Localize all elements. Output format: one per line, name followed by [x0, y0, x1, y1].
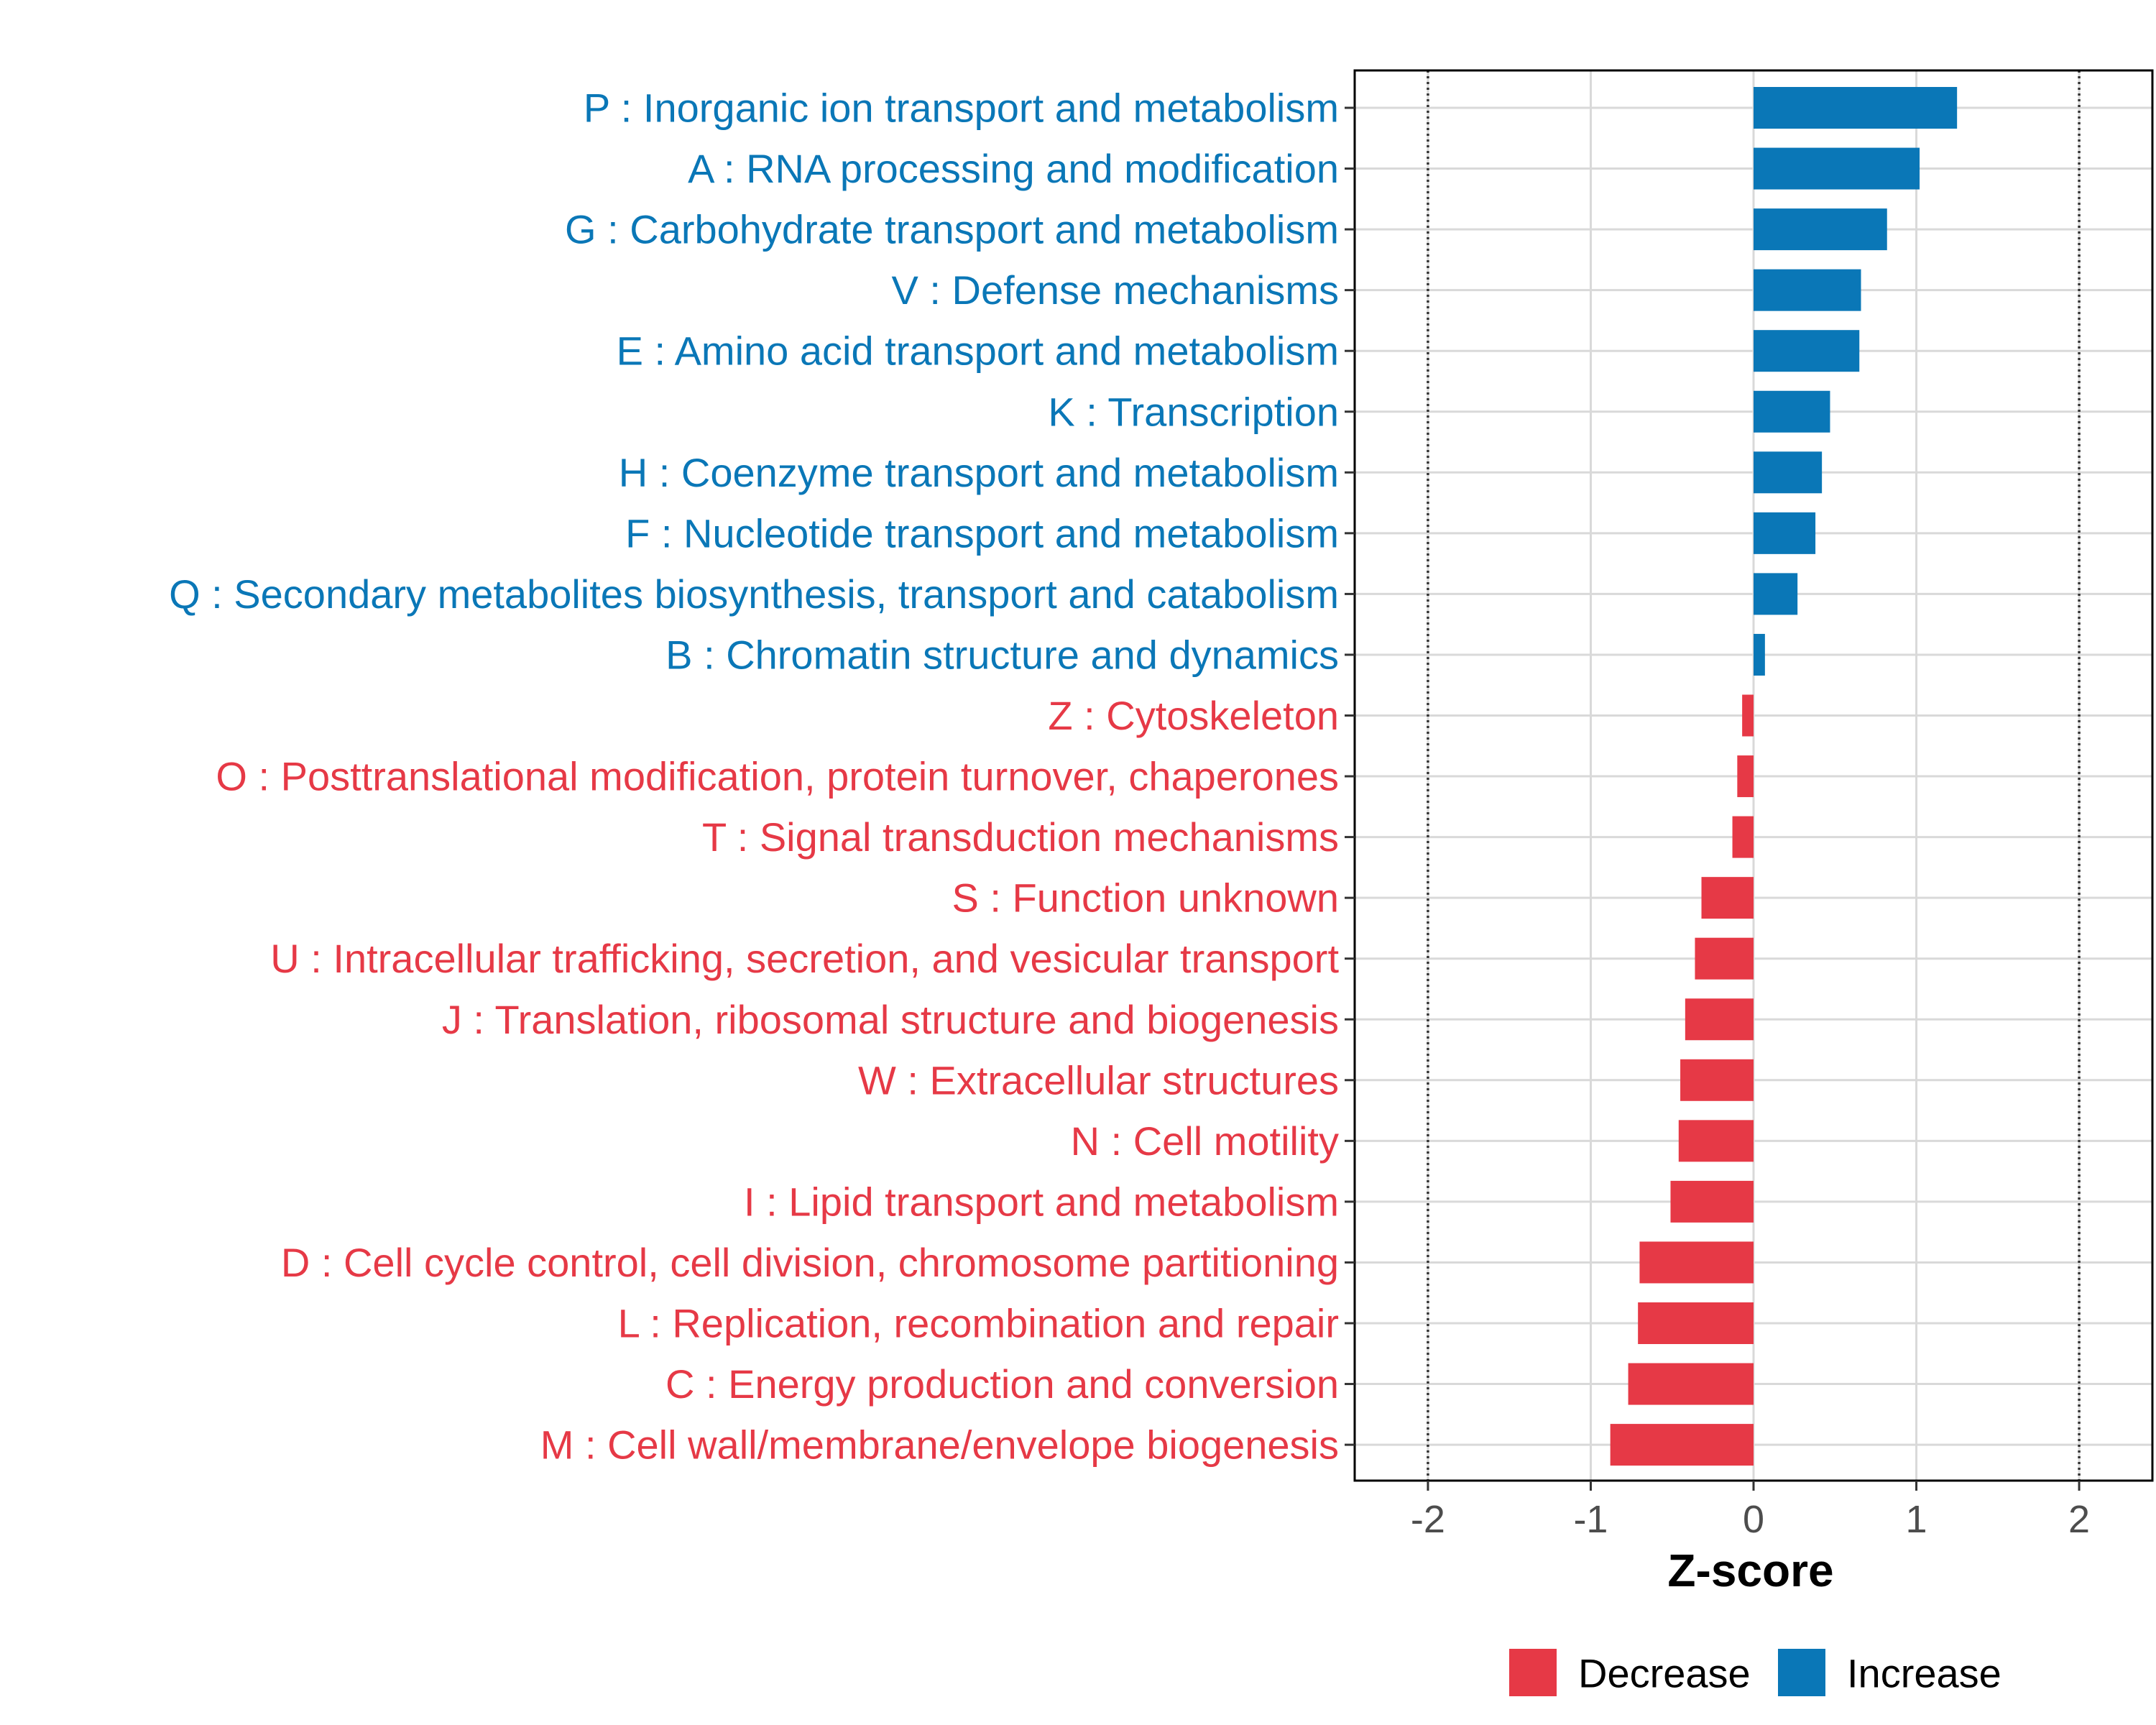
x-tick-label: -2 — [1411, 1498, 1445, 1541]
category-label: F : Nucleotide transport and metabolism — [625, 510, 1339, 556]
x-tick-label: 2 — [2068, 1498, 2090, 1541]
x-tick-label: 1 — [1906, 1498, 1927, 1541]
category-label: W : Extracellular structures — [858, 1057, 1339, 1103]
legend-swatch-decrease — [1509, 1649, 1557, 1696]
category-label: M : Cell wall/membrane/envelope biogenes… — [540, 1422, 1339, 1468]
bar — [1638, 1302, 1754, 1344]
category-label: Q : Secondary metabolites biosynthesis, … — [169, 571, 1339, 617]
x-tick-label: -1 — [1573, 1498, 1608, 1541]
bar — [1639, 1241, 1754, 1284]
bar — [1680, 1059, 1754, 1101]
category-label: U : Intracellular trafficking, secretion… — [270, 936, 1339, 981]
bar — [1628, 1363, 1754, 1405]
bar — [1701, 877, 1754, 919]
bar — [1610, 1424, 1754, 1466]
bar — [1742, 694, 1754, 737]
bar — [1754, 633, 1765, 676]
category-label: I : Lipid transport and metabolism — [744, 1179, 1339, 1224]
category-label: B : Chromatin structure and dynamics — [665, 632, 1339, 677]
bars — [1610, 87, 1958, 1466]
bar — [1685, 998, 1754, 1041]
axis-ticks — [1345, 106, 2081, 1491]
legend-swatch-increase — [1778, 1649, 1825, 1696]
bar — [1754, 330, 1860, 372]
bar — [1754, 390, 1830, 433]
bar — [1732, 816, 1754, 858]
category-label: V : Defense mechanisms — [892, 267, 1339, 313]
category-label: T : Signal transduction mechanisms — [702, 814, 1339, 860]
legend-label-decrease: Decrease — [1578, 1651, 1751, 1696]
bar — [1678, 1120, 1754, 1162]
category-label: N : Cell motility — [1071, 1118, 1339, 1164]
legend-label-increase: Increase — [1847, 1651, 2001, 1696]
category-label: C : Energy production and conversion — [665, 1361, 1339, 1407]
bar — [1695, 937, 1754, 980]
bar — [1754, 573, 1798, 615]
bar — [1754, 451, 1823, 494]
category-label: A : RNA processing and modification — [688, 146, 1339, 191]
category-label: P : Inorganic ion transport and metaboli… — [584, 86, 1339, 131]
bar — [1754, 147, 1920, 190]
category-label: D : Cell cycle control, cell division, c… — [281, 1240, 1339, 1285]
category-label: E : Amino acid transport and metabolism — [617, 328, 1339, 374]
category-label: K : Transcription — [1048, 389, 1339, 434]
x-axis-title: Z-score — [1667, 1545, 1833, 1596]
category-labels: P : Inorganic ion transport and metaboli… — [169, 86, 1339, 1468]
category-label: J : Translation, ribosomal structure and… — [442, 997, 1339, 1042]
bar — [1754, 208, 1887, 251]
category-label: S : Function unknown — [952, 875, 1339, 921]
legend: Decrease Increase — [1509, 1649, 2001, 1696]
category-label: G : Carbohydrate transport and metabolis… — [565, 207, 1339, 252]
category-label: Z : Cytoskeleton — [1048, 693, 1339, 738]
x-tick-label: 0 — [1743, 1498, 1764, 1541]
category-label: H : Coenzyme transport and metabolism — [619, 450, 1339, 495]
bar — [1754, 512, 1816, 554]
bar — [1670, 1180, 1754, 1223]
bar — [1754, 87, 1958, 129]
x-tick-labels: -2 -1 0 1 2 — [1411, 1498, 2090, 1541]
category-label: L : Replication, recombination and repai… — [618, 1301, 1339, 1346]
bar — [1737, 755, 1754, 798]
category-label: O : Posttranslational modification, prot… — [216, 754, 1339, 799]
bar — [1754, 269, 1861, 311]
